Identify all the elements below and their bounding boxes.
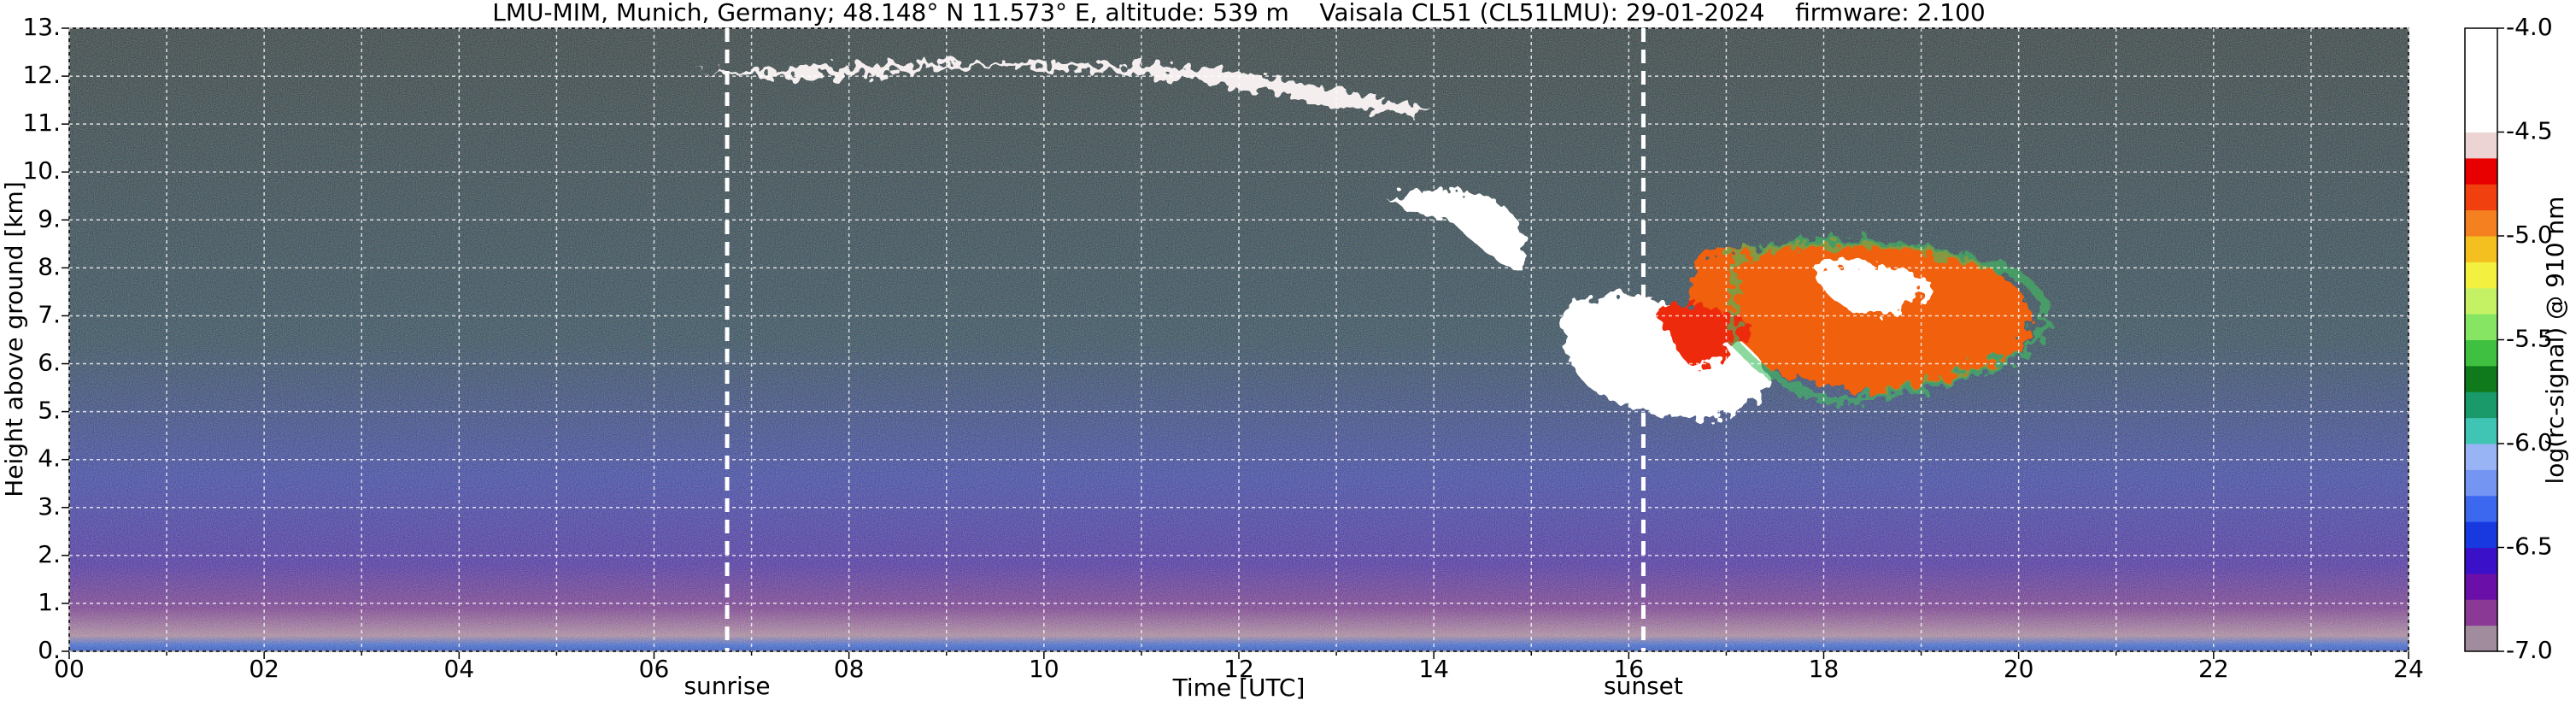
cloud-edge [1730,238,2049,407]
y-axis-label: Height above ground [km] [0,181,28,497]
x-tick-label: 12 [1223,655,1254,683]
colorbar-segment [2465,521,2497,548]
y-tick-label: 3. [38,492,61,521]
colorbar-segment [2465,314,2497,340]
colorbar-segment [2465,106,2497,132]
x-tick-label: 22 [2198,655,2229,683]
x-tick-label: 00 [54,655,85,683]
colorbar-tick-label: -4.5 [2506,117,2553,145]
y-tick-label: 2. [38,540,61,568]
colorbar-segment [2465,625,2497,652]
cloud [1384,190,1527,274]
y-tick-label: 9. [38,204,61,232]
y-tick-label: 11. [22,109,61,137]
colorbar-segment [2465,157,2497,185]
y-tick-label: 13. [22,13,61,41]
colorbar-segment [2465,365,2497,392]
colorbar-segment [2465,54,2497,81]
annotation-label: sunset [1604,672,1683,700]
colorbar-tick-label: -6.0 [2506,428,2553,456]
y-tick-label: 1. [38,588,61,616]
x-axis-label: Time [UTC] [1172,674,1306,702]
colorbar-label: log(rc-signal) @ 910 nm [2541,197,2569,485]
colorbar-segment [2465,339,2497,367]
annotation-label: sunrise [684,672,770,700]
y-tick-label: 4. [38,444,61,473]
colorbar-segment [2465,184,2497,211]
y-tick-label: 0. [38,636,61,664]
colorbar-segment [2465,417,2497,444]
x-tick-label: 04 [444,655,475,683]
y-tick-label: 10. [22,156,61,185]
colorbar-segment [2465,547,2497,574]
colorbar-segment [2465,209,2497,237]
colorbar-tick-label: -7.0 [2506,636,2553,664]
x-tick-label: 02 [249,655,279,683]
x-tick-label: 24 [2393,655,2424,683]
colorbar-segment [2465,28,2497,55]
colorbar-segment [2465,287,2497,315]
colorbar-tick-label: -4.0 [2506,13,2553,41]
colorbar-segment [2465,469,2497,497]
colorbar-tick-label: -5.5 [2506,325,2553,353]
colorbar-tick-label: -5.0 [2506,221,2553,249]
cloud [1658,305,1752,368]
y-tick-label: 7. [38,300,61,328]
x-tick-label: 16 [1614,655,1645,683]
colorbar-segment [2465,495,2497,522]
x-tick-label: 14 [1418,655,1449,683]
colorbar-segment [2465,79,2497,107]
x-tick-label: 20 [2004,655,2034,683]
colorbar-segment [2465,132,2497,159]
colorbar-segment [2465,262,2497,289]
cloud-features [701,62,2049,419]
cirrus [701,62,1435,114]
y-tick-label: 6. [38,349,61,377]
chart-title: LMU-MIM, Munich, Germany; 48.148° N 11.5… [492,0,1986,26]
x-tick-label: 08 [834,655,865,683]
colorbar-tick-label: -6.5 [2506,532,2553,561]
x-tick-label: 10 [1029,655,1059,683]
y-tick-label: 5. [38,397,61,425]
cloud [1690,244,2031,393]
x-tick-label: 18 [1809,655,1840,683]
x-tick-label: 06 [639,655,670,683]
colorbar-segment [2465,236,2497,262]
cloud [1811,262,1931,316]
y-tick-label: 12. [22,61,61,89]
y-tick-label: 8. [38,252,61,280]
colorbar-segment [2465,599,2497,627]
colorbar-segment [2465,391,2497,419]
colorbar-segment [2465,573,2497,600]
colorbar-segment [2465,444,2497,470]
